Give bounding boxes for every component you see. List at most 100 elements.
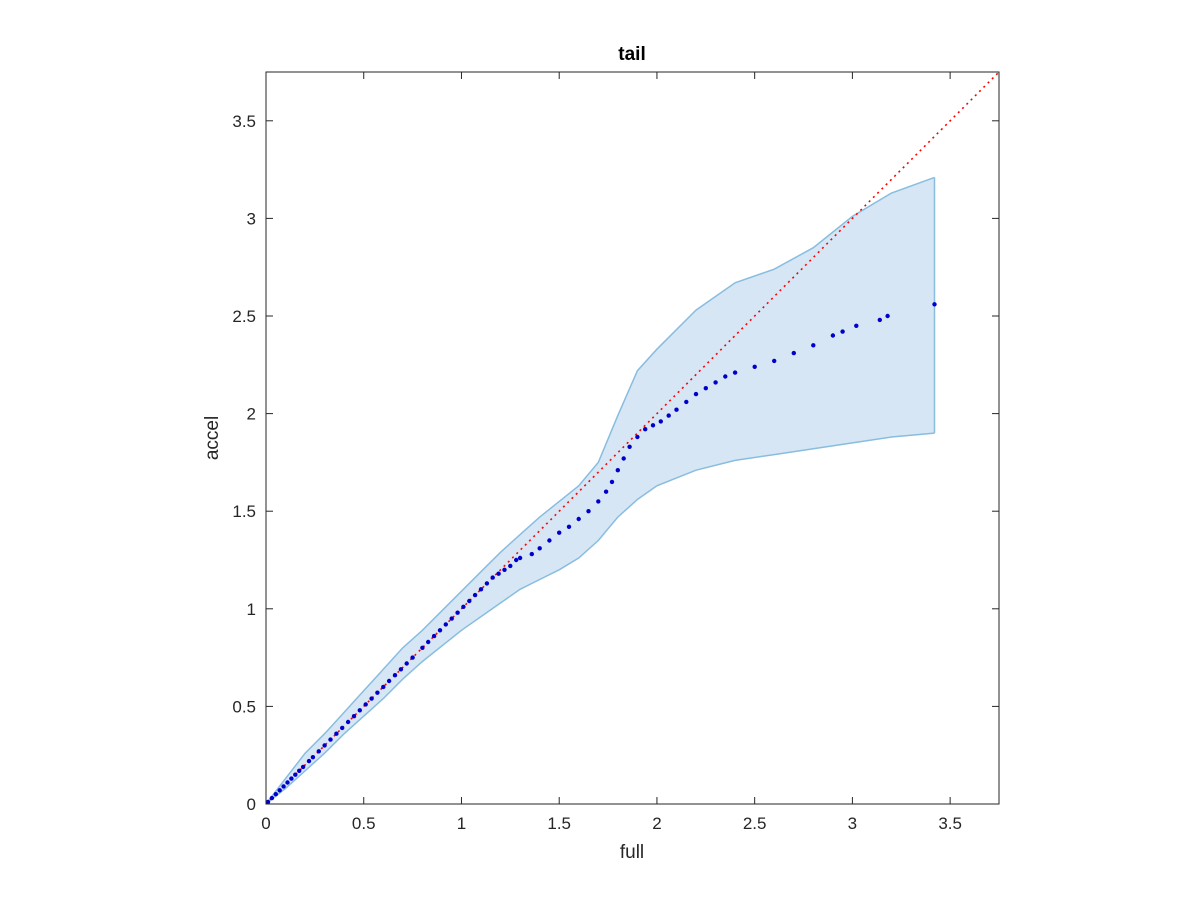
data-point xyxy=(375,690,380,695)
data-point xyxy=(732,370,738,375)
data-point xyxy=(265,799,271,805)
x-tick-label: 2.5 xyxy=(743,814,767,833)
data-point xyxy=(529,551,534,557)
data-point xyxy=(306,758,312,764)
data-point xyxy=(357,708,362,713)
y-ticks: 0 0.5 1 1.5 2 2.5 3 3.5 xyxy=(232,112,999,814)
data-point xyxy=(461,604,466,609)
x-tick-label: 1 xyxy=(457,814,466,833)
data-point xyxy=(269,795,275,801)
data-point xyxy=(517,555,523,561)
points-layer xyxy=(265,302,937,805)
data-point xyxy=(369,696,374,701)
y-tick-label: 2.5 xyxy=(232,307,256,326)
data-point xyxy=(723,374,728,379)
data-point xyxy=(674,407,679,412)
data-point xyxy=(273,792,278,797)
data-point xyxy=(437,628,443,633)
data-point xyxy=(386,678,392,684)
y-tick-label: 2 xyxy=(247,405,256,424)
x-tick-label: 0.5 xyxy=(352,814,376,833)
data-point xyxy=(363,702,368,707)
data-point xyxy=(537,546,542,551)
data-point xyxy=(484,581,490,586)
x-axis-label: full xyxy=(620,842,644,863)
data-point xyxy=(772,358,777,364)
data-point xyxy=(293,772,298,777)
data-point xyxy=(621,456,626,461)
data-point xyxy=(791,350,796,356)
data-point xyxy=(557,530,562,535)
data-point xyxy=(684,399,689,405)
x-tick-label: 3.5 xyxy=(938,814,962,833)
data-point xyxy=(627,444,632,449)
data-point xyxy=(340,725,345,731)
data-point xyxy=(752,364,757,369)
data-point xyxy=(381,684,386,690)
data-point xyxy=(514,557,519,563)
data-point xyxy=(666,413,671,418)
data-point xyxy=(310,755,316,760)
data-point xyxy=(502,567,507,572)
x-ticks: 0 0.5 1 1.5 2 2.5 3 3.5 xyxy=(261,72,962,833)
data-point xyxy=(478,587,484,592)
data-point xyxy=(322,743,327,748)
data-point xyxy=(854,323,859,328)
band-upper-edge xyxy=(265,176,935,805)
data-point xyxy=(410,655,415,660)
data-point xyxy=(650,423,656,428)
x-tick-label: 2 xyxy=(652,814,661,833)
data-point xyxy=(449,616,454,621)
data-point xyxy=(472,592,478,598)
data-point xyxy=(345,719,351,725)
plot-box xyxy=(265,71,1000,805)
data-point xyxy=(508,563,513,569)
data-point xyxy=(811,343,816,348)
data-point xyxy=(398,667,404,672)
data-point xyxy=(431,633,437,639)
data-point xyxy=(877,317,882,323)
y-axis-label: accel xyxy=(202,416,223,460)
data-point xyxy=(328,737,333,742)
data-point xyxy=(547,538,552,543)
reference-line-layer xyxy=(265,71,1000,805)
data-point xyxy=(576,516,581,522)
data-point xyxy=(603,489,609,494)
data-point xyxy=(713,380,718,385)
data-point xyxy=(609,479,615,485)
data-point xyxy=(420,645,425,650)
y-tick-label: 1 xyxy=(247,600,256,619)
data-point xyxy=(885,313,890,319)
x-tick-label: 0 xyxy=(261,814,270,833)
data-point xyxy=(300,764,306,770)
data-point xyxy=(316,749,321,754)
chart-title: tail xyxy=(618,44,645,65)
data-point xyxy=(586,509,591,514)
confidence-band xyxy=(266,177,935,804)
data-point xyxy=(840,329,845,334)
data-point xyxy=(658,419,663,424)
y-tick-label: 3.5 xyxy=(232,112,256,131)
band-lower-edge xyxy=(265,432,935,805)
data-point xyxy=(443,622,448,627)
data-point xyxy=(596,499,601,504)
data-point xyxy=(467,598,472,604)
y-tick-label: 3 xyxy=(247,209,256,228)
data-point xyxy=(392,673,398,678)
data-point xyxy=(297,768,302,773)
data-point xyxy=(426,639,431,645)
data-point xyxy=(566,524,572,529)
data-point xyxy=(404,661,409,666)
data-point xyxy=(490,575,495,580)
band-layer xyxy=(265,176,936,805)
data-point xyxy=(703,386,708,391)
data-point xyxy=(289,776,294,781)
data-point xyxy=(285,780,290,785)
data-point xyxy=(635,434,640,440)
reference-line xyxy=(265,71,1000,805)
data-point xyxy=(830,333,836,338)
data-point xyxy=(277,788,282,793)
data-point xyxy=(615,468,620,473)
data-point xyxy=(334,731,339,736)
